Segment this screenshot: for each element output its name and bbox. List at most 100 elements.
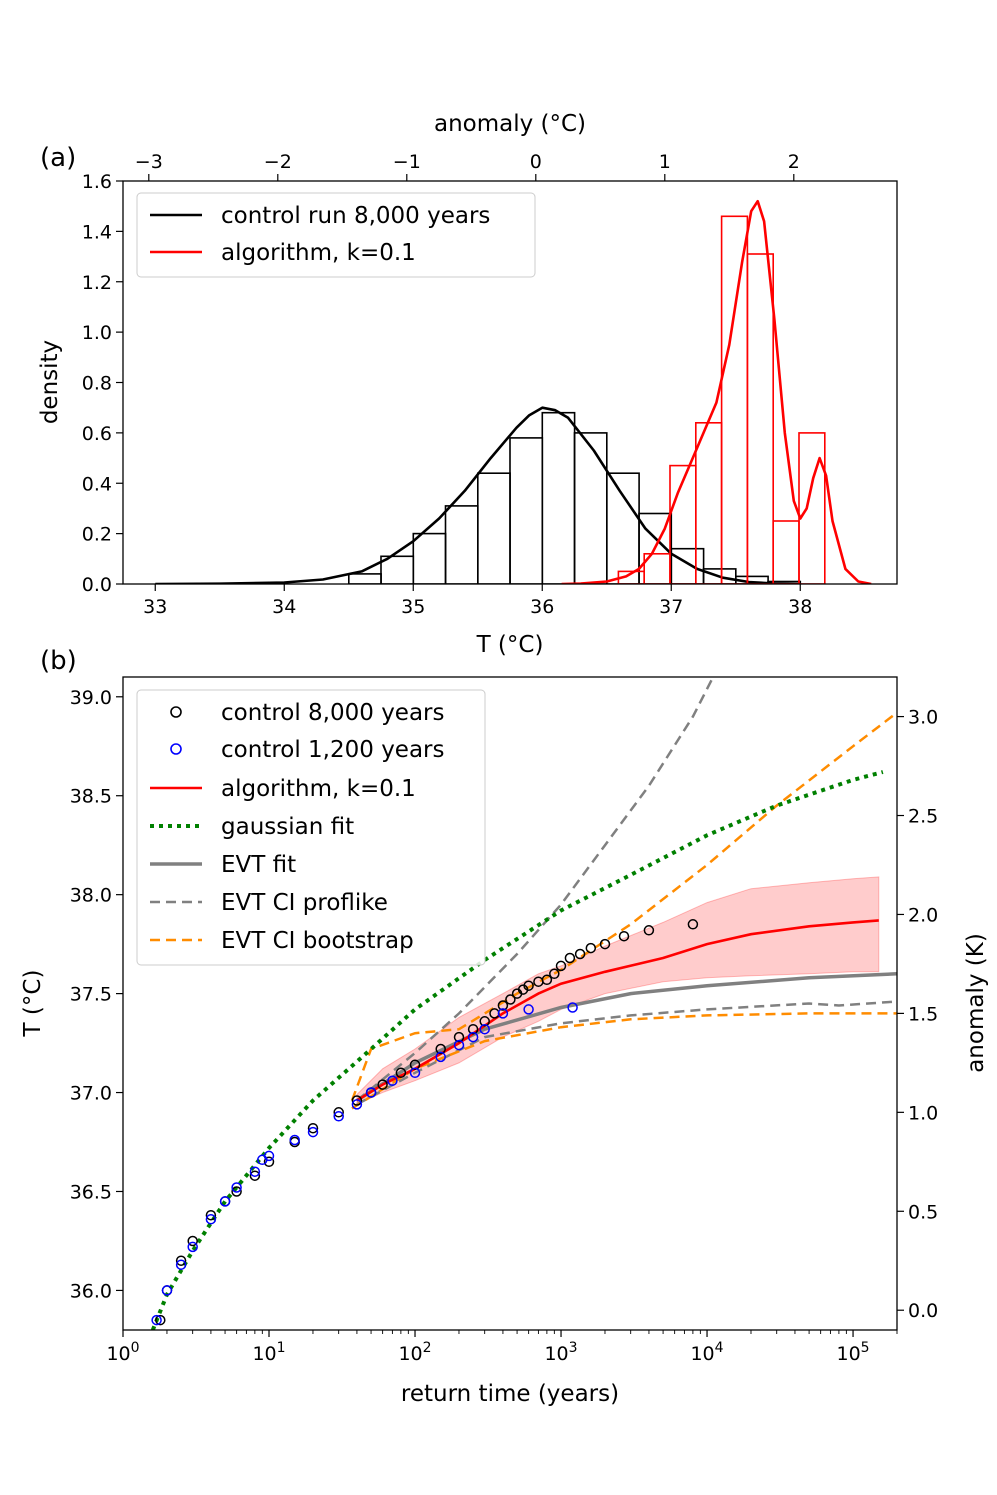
legend-label-control-run: control run 8,000 years — [221, 203, 490, 229]
panel-a-top-xlabel: anomaly (°C) — [434, 111, 586, 137]
control-8000-point — [435, 1043, 446, 1055]
panel-a-legend-box — [136, 192, 536, 278]
control-1200-point — [365, 1087, 377, 1098]
control-8000-point — [231, 1186, 242, 1197]
control-8000-point — [453, 1031, 465, 1043]
control-8000-point — [187, 1235, 198, 1247]
control-8000-point — [307, 1122, 319, 1134]
control-8000-point — [395, 1067, 407, 1079]
panel-a-legend: control run 8,000 years algorithm, k=0.1 — [136, 192, 536, 278]
control-8000-point — [497, 1000, 509, 1011]
kde-line-algorithm — [561, 199, 872, 584]
control-8000-point — [377, 1079, 388, 1090]
y-tick-label: 1.4 — [82, 221, 112, 243]
y-tick-label: 0.6 — [82, 423, 112, 445]
kde-line-control — [155, 406, 801, 584]
control-8000-point — [687, 919, 699, 930]
y-tick-label: 37.5 — [70, 984, 112, 1006]
control-8000-point — [523, 980, 534, 991]
x-tick-label: 101 — [252, 1340, 285, 1365]
y-tick-label: 38.5 — [70, 786, 112, 808]
control-8000-point — [409, 1059, 421, 1071]
right-tick-label: 1.5 — [908, 1003, 938, 1025]
legend-label-control-8000: control 8,000 years — [221, 700, 445, 726]
y-tick-label: 39.0 — [70, 687, 112, 709]
x-tick-label: 34 — [272, 596, 296, 618]
panel-b-right-ylabel: anomaly (K) — [963, 933, 989, 1073]
control-8000-point — [249, 1170, 261, 1181]
control-1200-point — [497, 1008, 509, 1019]
control-8000-point — [175, 1255, 187, 1266]
legend-marker-control-1200 — [170, 743, 182, 755]
hist-bar-algorithm-4 — [720, 215, 749, 584]
y-tick-label: 37.0 — [70, 1083, 112, 1105]
hist-bar-algorithm-5 — [746, 253, 775, 584]
x-tick-label: 102 — [398, 1340, 431, 1365]
control-8000-point — [205, 1209, 217, 1221]
y-tick-label: 1.2 — [82, 272, 112, 294]
y-tick-label: 1.0 — [82, 322, 112, 344]
x-tick-label: 105 — [836, 1340, 869, 1365]
hist-bar-algorithm-6 — [772, 520, 800, 584]
control-1200-point — [205, 1213, 217, 1225]
legend-marker-control-8000 — [170, 706, 182, 718]
control-1200-point — [453, 1039, 465, 1051]
legend-label-control-1200: control 1,200 years — [221, 737, 445, 763]
y-tick-label: 0.2 — [82, 524, 112, 546]
panel-b: (b) 100 101 102 103 104 105 36.036.537.037.53… — [20, 646, 989, 1407]
control-1200-point — [307, 1126, 319, 1138]
hist-bar-control-8 — [605, 472, 640, 584]
control-1200-point — [289, 1134, 300, 1146]
panel-b-plot-area — [150, 677, 897, 1330]
hist-bar-control-10 — [670, 547, 705, 584]
panel-b-x-ticks: 100 101 102 103 104 105 — [106, 1330, 898, 1365]
hist-bar-control-5 — [509, 437, 544, 584]
x-tick-label: 33 — [143, 596, 167, 618]
control-8000-point — [351, 1095, 363, 1106]
panel-b-legend: control 8,000 years control 1,200 years … — [136, 689, 486, 966]
control-1200-point — [175, 1259, 187, 1270]
control-8000-point — [155, 1314, 166, 1326]
panel-a-y-ticks: 0.0 0.2 0.4 0.6 0.8 1.0 1.2 1.4 1.6 — [82, 171, 123, 596]
hist-bar-control-0 — [347, 573, 382, 584]
top-tick-label: −2 — [264, 151, 292, 173]
panel-a-top-ticks: −3 −2 −1 0 1 2 — [135, 151, 800, 181]
y-tick-label: 36.5 — [70, 1181, 112, 1203]
control-8000-point — [467, 1023, 479, 1035]
right-tick-label: 2.0 — [908, 904, 938, 926]
control-8000-point — [333, 1107, 344, 1118]
evt-ci-proflike-upper — [356, 677, 715, 1102]
control-1200-point — [467, 1031, 479, 1043]
control-8000-point — [585, 942, 597, 954]
control-1200-point — [409, 1067, 421, 1079]
control-8000-point — [599, 938, 611, 950]
control-1200-point — [435, 1051, 446, 1063]
right-tick-label: 3.0 — [908, 707, 938, 729]
hist-bar-control-3 — [444, 505, 479, 584]
control-1200-point — [219, 1196, 231, 1207]
x-tick-label: 103 — [544, 1340, 577, 1365]
y-tick-label: 0.8 — [82, 373, 112, 395]
control-8000-point — [263, 1156, 275, 1168]
panel-b-label: (b) — [40, 646, 77, 676]
top-tick-label: 2 — [788, 151, 800, 173]
control-1200-point — [567, 1002, 578, 1013]
control-1200-point — [523, 1004, 534, 1015]
y-tick-label: 1.6 — [82, 171, 112, 193]
right-tick-label: 0.0 — [908, 1300, 938, 1322]
evt-fit-line — [355, 972, 897, 1102]
control-8000-point — [618, 930, 630, 942]
hist-bar-control-7 — [573, 432, 608, 584]
top-tick-label: −1 — [393, 151, 421, 173]
panel-a: (a) 33 34 35 36 37 38 0.0 0.2 0.4 0.6 0.8 1.0 1.2 1.… — [37, 111, 898, 658]
control-8000-point — [574, 948, 586, 960]
panel-a-ylabel: density — [37, 340, 63, 424]
evt-ci-bootstrap-lower — [351, 1012, 897, 1110]
control-8000-point — [555, 960, 567, 972]
control-1200-point — [351, 1099, 363, 1110]
y-tick-label: 38.0 — [70, 885, 112, 907]
x-tick-label: 36 — [530, 596, 554, 618]
control-1200-point — [151, 1314, 162, 1326]
panel-b-right-ticks: 0.0 0.5 1.0 1.5 2.0 2.5 3.0 — [897, 707, 938, 1322]
panel-a-plot-area — [155, 199, 872, 584]
